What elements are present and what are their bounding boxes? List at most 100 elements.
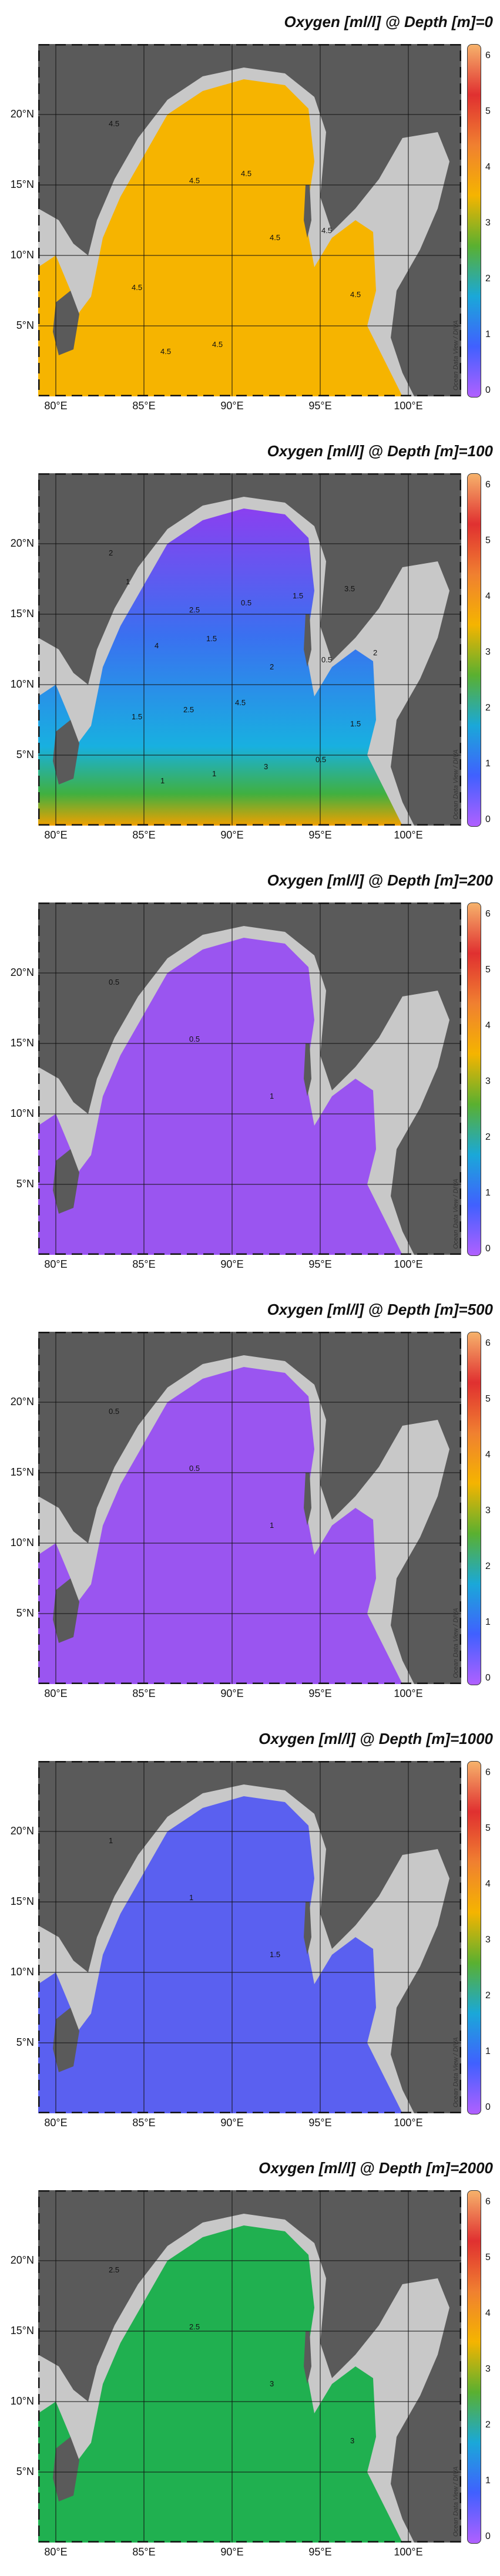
contour-label: 4 [155, 641, 159, 650]
contour-label: 3 [270, 2379, 274, 2388]
contour-label: 0.5 [316, 755, 326, 764]
ocean-field [38, 1796, 402, 2113]
lat-label: 10°N [10, 1966, 34, 1978]
map-svg: 0.5 0.5 1 [38, 903, 461, 1255]
panel-title: Oxygen [ml/l] @ Depth [m]=0 [284, 13, 493, 31]
lat-label: 15°N [10, 1037, 34, 1049]
map-panel-5: Oxygen [ml/l] @ Depth [m]=2000 2.5 2.5 3 3 20… [0, 2158, 500, 2569]
contour-label: 1.5 [206, 634, 217, 643]
ocean-field [38, 509, 402, 826]
colorbar-tick: 3 [485, 218, 491, 228]
sri-lanka-land [53, 291, 79, 355]
lon-label: 95°E [308, 829, 332, 841]
lat-label: 15°N [10, 179, 34, 190]
contour-label: 1 [212, 769, 216, 778]
map-panel-2: Oxygen [ml/l] @ Depth [m]=200 0.5 0.5 1 20°N… [0, 870, 500, 1281]
contour-label: 4.5 [235, 698, 246, 707]
colorbar-tick: 5 [485, 2252, 491, 2262]
ocean-field [38, 2225, 402, 2543]
contour-label: 2.5 [183, 705, 194, 714]
contour-label: 1 [270, 1092, 274, 1100]
colorbar-tick: 1 [485, 759, 491, 769]
colorbar-tick: 1 [485, 1188, 491, 1198]
lon-label: 90°E [220, 2546, 244, 2558]
colorbar-tick: 6 [485, 50, 491, 60]
lon-label: 90°E [220, 2117, 244, 2129]
map-frame [38, 2190, 461, 2543]
lat-label: 20°N [10, 1825, 34, 1837]
map-svg: 4.5 4.5 4.5 4.5 4.5 4.5 4.5 4.5 4.5 [38, 44, 461, 396]
contour-label: 1.5 [293, 591, 303, 600]
colorbar-tick: 4 [485, 162, 491, 172]
contour-label: 0.5 [109, 1407, 119, 1416]
lat-label: 15°N [10, 2325, 34, 2336]
contour-label: 4.5 [350, 290, 361, 299]
contour-label: 3 [350, 2436, 354, 2445]
panel-title: Oxygen [ml/l] @ Depth [m]=2000 [259, 2159, 493, 2177]
sri-lanka-land [53, 2437, 79, 2501]
map-frame [38, 1761, 461, 2113]
ocean-field [38, 938, 402, 1255]
lat-label: 10°N [10, 1107, 34, 1119]
panel-title: Oxygen [ml/l] @ Depth [m]=500 [267, 1301, 493, 1318]
lat-label: 15°N [10, 1466, 34, 1478]
lon-label: 80°E [44, 400, 68, 412]
contour-label: 1 [109, 1836, 113, 1845]
lat-label: 10°N [10, 249, 34, 261]
lon-label: 85°E [132, 2117, 156, 2129]
map-frame [38, 44, 461, 396]
panel-title: Oxygen [ml/l] @ Depth [m]=1000 [259, 1730, 493, 1747]
colorbar-tick: 2 [485, 274, 491, 284]
odv-watermark: Ocean Data View / DIVA [452, 2037, 459, 2107]
lon-label: 95°E [308, 1688, 332, 1699]
colorbar-tick: 3 [485, 1076, 491, 1086]
contour-label: 1 [270, 1521, 274, 1530]
sri-lanka-land [53, 2008, 79, 2072]
contour-label: 2 [109, 548, 113, 557]
lon-label: 100°E [394, 2117, 423, 2129]
lon-label: 80°E [44, 1258, 68, 1270]
colorbar [467, 473, 481, 827]
map-area: 1 1 1.5 [38, 1761, 461, 2113]
colorbar-tick: 4 [485, 1450, 491, 1460]
colorbar [467, 1761, 481, 2114]
map-area: 0.5 0.5 1 [38, 903, 461, 1255]
colorbar-tick: 3 [485, 647, 491, 657]
lon-label: 80°E [44, 2546, 68, 2558]
lon-label: 85°E [132, 1258, 156, 1270]
lon-label: 100°E [394, 400, 423, 412]
lat-label: 15°N [10, 608, 34, 619]
odv-watermark: Ocean Data View / DIVA [452, 749, 459, 820]
lon-label: 80°E [44, 829, 68, 841]
colorbar-tick: 2 [485, 1991, 491, 2001]
contour-label: 1 [160, 776, 165, 785]
sri-lanka-land [53, 720, 79, 784]
andaman-islands [304, 1473, 311, 1526]
contour-label: 4.5 [241, 169, 251, 178]
map-panel-4: Oxygen [ml/l] @ Depth [m]=1000 1 1 1.5 20°N 1… [0, 1729, 500, 2140]
andaman-islands [304, 2331, 311, 2384]
land-mass [38, 473, 461, 826]
lon-label: 100°E [394, 829, 423, 841]
odv-watermark: Ocean Data View / DIVA [452, 1178, 459, 1249]
colorbar-tick: 4 [485, 1879, 491, 1889]
map-svg: 0.5 0.5 1 [38, 1332, 461, 1684]
colorbar-tick: 2 [485, 2420, 491, 2430]
contour-label: 2 [373, 648, 377, 657]
ocean-field [38, 1367, 402, 1684]
map-svg: 2 2.5 2 1.5 1 0.5 0.5 1.5 1 1.5 2 2.5 3 3.5 4 4.5 0.5 1 1.… [38, 473, 461, 826]
odv-watermark: Ocean Data View / DIVA [452, 1608, 459, 1678]
colorbar-tick: 1 [485, 2476, 491, 2486]
colorbar-tick: 6 [485, 2197, 491, 2207]
contour-label: 4.5 [321, 226, 332, 235]
panel-title: Oxygen [ml/l] @ Depth [m]=200 [267, 871, 493, 889]
map-svg: 2.5 2.5 3 3 [38, 2190, 461, 2543]
map-area: 0.5 0.5 1 [38, 1332, 461, 1684]
colorbar-tick: 5 [485, 1394, 491, 1404]
lon-label: 90°E [220, 1688, 244, 1699]
contour-label: 4.5 [212, 340, 223, 349]
colorbar-tick: 6 [485, 480, 491, 490]
colorbar [467, 2190, 481, 2544]
lat-label: 5°N [16, 2036, 34, 2048]
colorbar-tick: 2 [485, 1561, 491, 1571]
